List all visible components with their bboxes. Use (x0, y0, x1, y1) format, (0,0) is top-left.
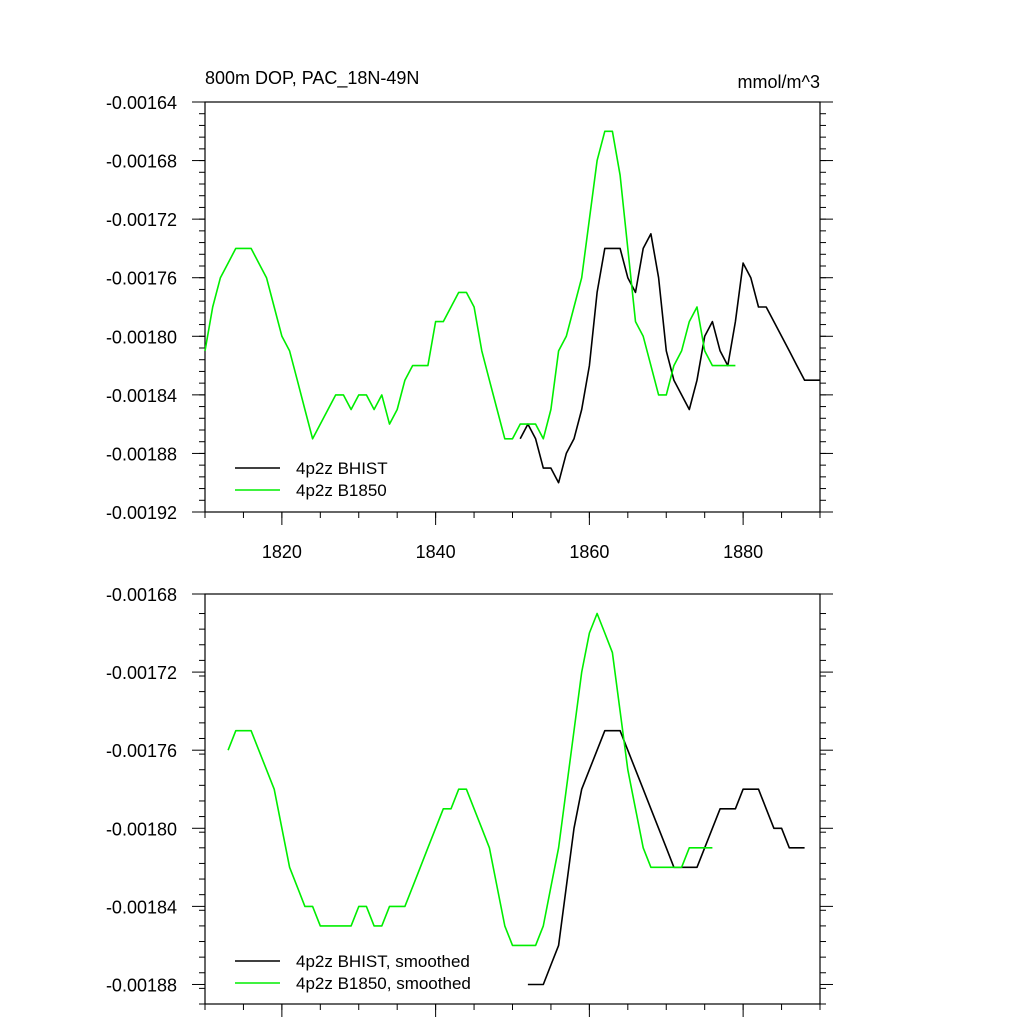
y-tick-label: -0.00184 (106, 897, 177, 917)
axes: -0.00168 -0.00172 -0.00176 -0.00180 -0.00184… (106, 585, 833, 1017)
plot-frame (204, 593, 821, 1005)
y-tick-label: -0.00168 (106, 585, 177, 605)
y-tick-label: -0.00168 (106, 152, 177, 172)
units-label: mmol/m^3 (738, 72, 820, 92)
x-tick-label: 1880 (723, 542, 763, 562)
y-tick-label: -0.00188 (106, 975, 177, 995)
plot-frame (204, 101, 821, 513)
y-tick-label: -0.00192 (106, 503, 177, 523)
x-tick-label: 1860 (569, 542, 609, 562)
y-tick-label: -0.00164 (106, 93, 177, 113)
series-line-0 (527, 729, 805, 986)
top-panel: 800m DOP, PAC_18N-49N mmol/m^3 1820 1840 1… (106, 68, 833, 562)
y-tick-label: -0.00188 (106, 444, 177, 464)
y-tick-label: -0.00180 (106, 327, 177, 347)
x-tick-label: 1820 (262, 542, 302, 562)
legend-label-bhist: 4p2z BHIST (296, 459, 388, 478)
y-tick-label: -0.00180 (106, 819, 177, 839)
series-lines (204, 130, 820, 484)
legend-label-b1850: 4p2z B1850 (296, 481, 387, 500)
legend: 4p2z BHIST, smoothed 4p2z B1850, smoothe… (235, 952, 471, 993)
y-tick-label: -0.00176 (106, 741, 177, 761)
chart-title: 800m DOP, PAC_18N-49N (205, 68, 419, 89)
series-line-1 (227, 612, 713, 947)
y-tick-label: -0.00172 (106, 663, 177, 683)
series-line-1 (204, 130, 736, 440)
series-lines (227, 612, 805, 986)
legend-label-bhist-smoothed: 4p2z BHIST, smoothed (296, 952, 470, 971)
y-tick-label: -0.00172 (106, 210, 177, 230)
series-line-0 (519, 233, 820, 484)
axes: 1820 1840 1860 1880 -0.00164 -0.00168 -0.00172… (106, 93, 833, 562)
bottom-panel: -0.00168 -0.00172 -0.00176 -0.00180 -0.00184… (106, 585, 833, 1017)
x-tick-label: 1840 (416, 542, 456, 562)
y-tick-label: -0.00184 (106, 386, 177, 406)
legend-label-b1850-smoothed: 4p2z B1850, smoothed (296, 974, 471, 993)
y-tick-label: -0.00176 (106, 269, 177, 289)
legend: 4p2z BHIST 4p2z B1850 (235, 459, 388, 500)
